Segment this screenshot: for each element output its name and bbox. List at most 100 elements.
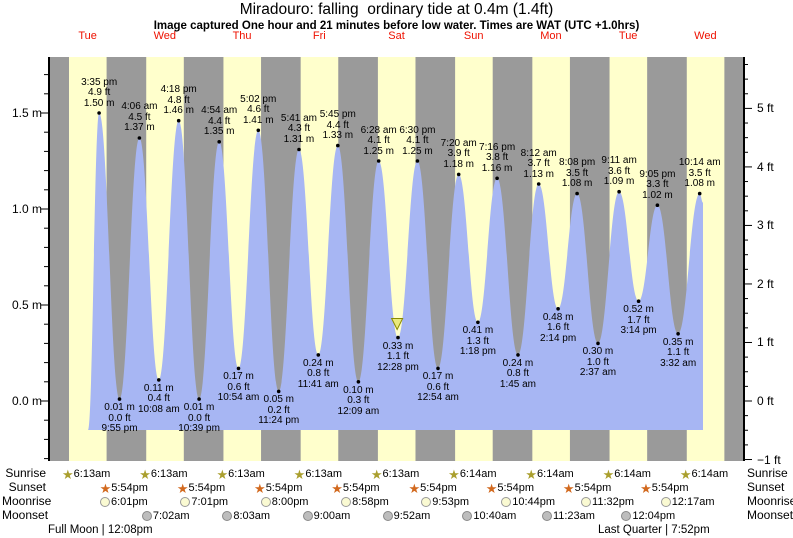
- tide-event-dot: [456, 172, 461, 177]
- sunrise-star-icon: ★: [370, 466, 383, 482]
- tide-event-dot: [256, 128, 261, 133]
- moonset-time: 10:40am: [473, 510, 517, 522]
- right-axis-label-ft: 2 ft: [757, 276, 774, 291]
- sunset-star-icon: ★: [176, 480, 189, 496]
- low-tide-annotation: 0.35 m 1.1 ft 3:32 am: [660, 336, 697, 369]
- low-tide-annotation: 0.48 m 1.6 ft 2:14 pm: [540, 311, 577, 344]
- moonrise-circle-icon: [180, 497, 191, 507]
- sunset-entry: ★ 5:54pm: [100, 481, 148, 495]
- right-axis-label-ft: 5 ft: [757, 101, 774, 116]
- tide-event-dot: [376, 159, 381, 163]
- high-tide-annotation: 5:45 pm 4.4 ft 1.33 m: [319, 109, 356, 142]
- sunrise-time: 6:14am: [614, 468, 651, 480]
- sunset-time: 5:54pm: [111, 482, 148, 494]
- day-label: Sun22–May: [464, 31, 484, 42]
- day-label: Tue17–May: [78, 31, 97, 42]
- tide-event-dot: [636, 299, 641, 304]
- tide-area: [88, 113, 703, 430]
- moonrise-entry: 9:53pm: [421, 495, 469, 509]
- high-tide-annotation: 7:16 pm 3.8 ft 1.16 m: [479, 141, 516, 174]
- row-label-moonrise-right: Moonrise: [747, 494, 793, 508]
- moonrise-entry: 11:32pm: [581, 495, 634, 509]
- moonrise-entry: 12:17am: [660, 495, 715, 509]
- day-name: Mon: [540, 30, 562, 42]
- moonset-entry: 10:40am: [462, 509, 516, 523]
- right-axis-label-ft: 3 ft: [757, 218, 774, 233]
- low-tide-annotation: 0.33 m 1.1 ft 12:28 pm: [377, 340, 419, 373]
- left-axis-label-m: 1.5 m: [11, 106, 42, 120]
- low-tide-annotation: 0.24 m 0.8 ft 1:45 am: [499, 357, 537, 390]
- day-label: Wed25–May: [694, 31, 716, 42]
- sunset-time: 5:54pm: [574, 482, 612, 494]
- high-tide-annotation: 4:06 am 4.5 ft 1.37 m: [121, 101, 158, 134]
- day-label: Wed18–May: [154, 31, 176, 42]
- tide-event-dot: [495, 176, 499, 181]
- sunset-entry: ★ 5:54pm: [254, 481, 302, 495]
- high-tide-annotation: 7:20 am 3.9 ft 1.18 m: [440, 137, 477, 170]
- moonrise-time: 8:00pm: [271, 496, 309, 508]
- tide-event-dot: [276, 389, 281, 394]
- tide-event-dot: [217, 140, 221, 144]
- moonrise-time: 6:01pm: [110, 496, 148, 508]
- sunrise-star-icon: ★: [139, 466, 151, 482]
- capture-time-marker-icon: [390, 318, 404, 331]
- low-tide-annotation: 0.10 m 0.3 ft 12:09 am: [337, 384, 380, 417]
- high-tide-annotation: 9:05 pm 3.3 ft 1.02 m: [639, 168, 676, 201]
- tide-event-dot: [617, 189, 621, 194]
- sunset-time: 5:54pm: [342, 482, 380, 494]
- right-axis-label-ft: −1 ft: [757, 452, 781, 467]
- moonset-time: 7:02am: [152, 510, 190, 522]
- tide-event-dot: [556, 307, 560, 311]
- low-tide-annotation: 0.52 m 1.7 ft 3:14 pm: [620, 304, 657, 337]
- sunrise-star-icon: ★: [525, 466, 538, 482]
- sunrise-entry: ★ 6:13am: [139, 467, 187, 481]
- moonrise-time: 8:58pm: [352, 496, 389, 508]
- high-tide-annotation: 10:14 am 3.5 ft 1.08 m: [678, 157, 721, 190]
- tide-event-dot: [236, 366, 241, 371]
- moonset-circle-icon: [541, 511, 552, 521]
- sunrise-entry: ★ 6:13am: [371, 467, 419, 481]
- moonset-time: 9:52am: [393, 510, 431, 522]
- moon-phase-full-moon: Full Moon | 12:08pm: [48, 524, 153, 536]
- sunset-entry: ★ 5:54pm: [563, 481, 611, 495]
- tide-event-dot: [117, 397, 122, 401]
- moonset-entry: 8:03am: [222, 509, 270, 523]
- moonset-circle-icon: [621, 511, 632, 521]
- high-tide-annotation: 5:02 pm 4.6 ft 1.41 m: [240, 93, 277, 126]
- tide-event-dot: [596, 341, 600, 346]
- low-tide-annotation: 0.17 m 0.6 ft 10:54 am: [217, 371, 260, 404]
- day-label: Mon23–May: [540, 31, 561, 42]
- sunrise-star-icon: ★: [293, 466, 306, 482]
- sunset-entry: ★ 5:54pm: [408, 481, 456, 495]
- sunset-star-icon: ★: [99, 480, 112, 496]
- moonset-circle-icon: [141, 511, 152, 521]
- moonset-time: 12:04pm: [632, 510, 676, 522]
- tide-event-dot: [516, 353, 520, 357]
- high-tide-annotation: 9:11 am 3.6 ft 1.09 m: [601, 155, 637, 188]
- sunset-entry: ★ 5:54pm: [486, 481, 534, 495]
- low-tide-annotation: 0.01 m 0.0 ft 10:39 pm: [178, 402, 220, 435]
- high-tide-annotation: 4:18 pm 4.8 ft 1.46 m: [160, 84, 197, 117]
- sunrise-time: 6:13am: [228, 468, 265, 480]
- high-tide-annotation: 8:12 am 3.7 ft 1.13 m: [520, 147, 557, 180]
- moonset-time: 8:03am: [233, 510, 271, 522]
- day-name: Thu: [232, 30, 252, 42]
- day-name: Sat: [388, 30, 405, 42]
- row-label-moonset-right: Moonset: [747, 508, 793, 522]
- low-tide-annotation: 0.24 m 0.8 ft 11:41 am: [297, 357, 339, 390]
- moonrise-entry: 10:44pm: [501, 495, 555, 509]
- moonset-entry: 11:23am: [541, 509, 595, 523]
- moonrise-circle-icon: [99, 497, 110, 507]
- moonrise-entry: 7:01pm: [180, 495, 228, 509]
- moonrise-circle-icon: [260, 497, 271, 507]
- moonset-entry: 9:00am: [302, 509, 350, 523]
- moonset-entry: 7:02am: [141, 509, 190, 523]
- moonset-time: 11:23am: [552, 510, 595, 522]
- tide-event-dot: [536, 182, 541, 186]
- day-label: Tue24–May: [619, 31, 638, 42]
- sunrise-entry: ★ 6:14am: [603, 467, 651, 481]
- tide-event-dot: [297, 147, 301, 152]
- moonrise-time: 12:17am: [671, 496, 715, 508]
- tide-event-dot: [336, 143, 340, 148]
- left-axis-label-m: 0.0 m: [11, 394, 42, 408]
